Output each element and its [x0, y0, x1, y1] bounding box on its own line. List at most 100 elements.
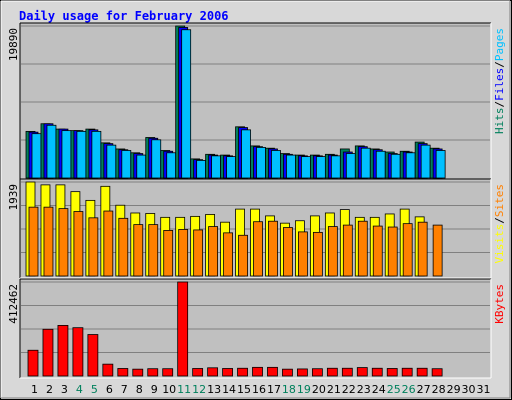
- bar-sites-day-24: [372, 225, 383, 277]
- bar-kbytes-day-3: [57, 325, 69, 377]
- bar-pages-day-27: [420, 144, 431, 179]
- bar-pages-day-6: [106, 144, 117, 179]
- bar-kbytes-day-22: [341, 367, 353, 377]
- x-tick-label-day-11: 11: [177, 383, 191, 396]
- right-label-slash: /: [493, 217, 506, 224]
- bar-pages-day-22: [345, 153, 356, 179]
- bar-kbytes-day-1: [27, 349, 39, 377]
- bar-sites-day-14: [223, 232, 233, 277]
- x-tick-label-day-13: 13: [207, 383, 221, 396]
- x-tick-label-day-14: 14: [222, 383, 236, 396]
- bar-sites-day-20: [312, 231, 323, 277]
- bar-pages-day-15: [241, 129, 251, 179]
- bar-kbytes-day-5: [87, 334, 99, 377]
- bar-kbytes-day-9: [147, 368, 159, 377]
- x-tick-label-day-7: 7: [121, 383, 128, 396]
- bar-pages-day-8: [136, 154, 147, 179]
- x-tick-label-day-20: 20: [312, 383, 326, 396]
- x-tick-label-day-24: 24: [372, 383, 386, 396]
- bar-sites-day-9: [148, 224, 159, 277]
- bar-kbytes-day-15: [237, 367, 248, 377]
- right-label-files: Files: [493, 68, 506, 101]
- x-tick-label-day-31: 31: [477, 383, 491, 396]
- bar-sites-day-10: [163, 230, 174, 277]
- panel-kbytes: 412462 KBytes: [7, 278, 506, 379]
- bar-kbytes-day-25: [386, 368, 398, 377]
- bar-kbytes-day-12: [192, 368, 204, 377]
- right-label-visits: Visits: [493, 224, 506, 264]
- bar-sites-day-3: [58, 208, 69, 277]
- bar-kbytes-day-17: [267, 366, 278, 377]
- x-tick-label-day-12: 12: [192, 383, 206, 396]
- bar-pages-day-10: [166, 152, 177, 179]
- bar-pages-day-20: [315, 156, 326, 179]
- bar-pages-day-16: [256, 147, 266, 179]
- chart-title: Daily usage for February 2006: [19, 9, 229, 23]
- x-tick-label-day-29: 29: [447, 383, 461, 396]
- bar-sites-day-17: [268, 220, 278, 277]
- bar-sites-day-19: [298, 231, 308, 277]
- right-label-kbytes: KBytes: [493, 284, 506, 324]
- bar-pages-day-28: [435, 150, 446, 179]
- x-tick-label-day-28: 28: [432, 383, 446, 396]
- bar-pages-day-21: [330, 155, 341, 179]
- bar-sites-day-21: [327, 226, 338, 277]
- bar-kbytes-day-4: [72, 327, 84, 377]
- x-tick-label-day-5: 5: [91, 383, 98, 396]
- x-tick-label-day-9: 9: [151, 383, 158, 396]
- bar-sites-day-27: [417, 221, 428, 277]
- bar-kbytes-day-10: [162, 368, 174, 377]
- bar-pages-day-19: [301, 156, 311, 179]
- bar-sites-day-7: [118, 217, 129, 277]
- bar-sites-day-15: [238, 234, 248, 277]
- bar-sites-day-28: [432, 224, 443, 277]
- bar-sites-day-13: [208, 226, 219, 277]
- y-max-label: 1939: [7, 184, 20, 211]
- bar-sites-day-2: [43, 206, 54, 277]
- y-max-label: 412462: [7, 284, 20, 324]
- x-tick-label-day-3: 3: [61, 383, 68, 396]
- x-tick-label-day-17: 17: [267, 383, 281, 396]
- bar-sites-day-4: [73, 211, 84, 277]
- bar-kbytes-day-7: [117, 368, 129, 377]
- x-tick-label-day-25: 25: [387, 383, 401, 396]
- bar-pages-day-25: [390, 153, 401, 179]
- bar-pages-day-14: [226, 156, 236, 179]
- right-label-slash: /: [493, 101, 506, 108]
- bar-kbytes-day-18: [282, 368, 293, 377]
- right-series-label: Hits/Files/Pages: [493, 28, 506, 134]
- bar-kbytes-day-2: [42, 328, 54, 377]
- bar-kbytes-day-23: [356, 367, 368, 377]
- x-tick-label-day-6: 6: [106, 383, 113, 396]
- bar-pages-day-3: [61, 130, 72, 179]
- bar-kbytes-day-19: [297, 368, 308, 377]
- panel-sites_visits: 1939 Visits/Sites: [7, 178, 506, 279]
- bar-sites-day-12: [193, 229, 204, 277]
- x-axis-labels: 1 2 3 4 5 6 7 8 9 10 11 12 13 14 15 16 17 18 19 20 21 22 23 24 2…: [31, 383, 491, 396]
- bar-kbytes-day-8: [132, 368, 144, 377]
- x-tick-label-day-30: 30: [462, 383, 476, 396]
- bar-kbytes-day-13: [207, 367, 219, 377]
- bar-kbytes-day-26: [401, 367, 413, 377]
- right-series-label: Visits/Sites: [493, 184, 506, 264]
- bar-kbytes-day-6: [102, 363, 114, 377]
- bar-sites-day-26: [402, 223, 413, 277]
- bar-sites-day-18: [283, 227, 293, 277]
- bar-sites-day-16: [253, 221, 263, 277]
- bar-sites-day-22: [342, 224, 353, 277]
- bar-kbytes-day-28: [431, 368, 443, 377]
- bar-kbytes-day-27: [416, 367, 428, 377]
- x-tick-label-day-1: 1: [31, 383, 38, 396]
- x-tick-label-day-8: 8: [136, 383, 143, 396]
- bar-pages-day-1: [31, 133, 42, 179]
- x-tick-label-day-22: 22: [342, 383, 356, 396]
- bar-sites-day-5: [88, 217, 99, 277]
- x-tick-label-day-10: 10: [162, 383, 176, 396]
- bar-pages-day-17: [271, 150, 281, 179]
- bar-pages-day-13: [211, 155, 222, 179]
- bar-kbytes-day-16: [252, 366, 263, 377]
